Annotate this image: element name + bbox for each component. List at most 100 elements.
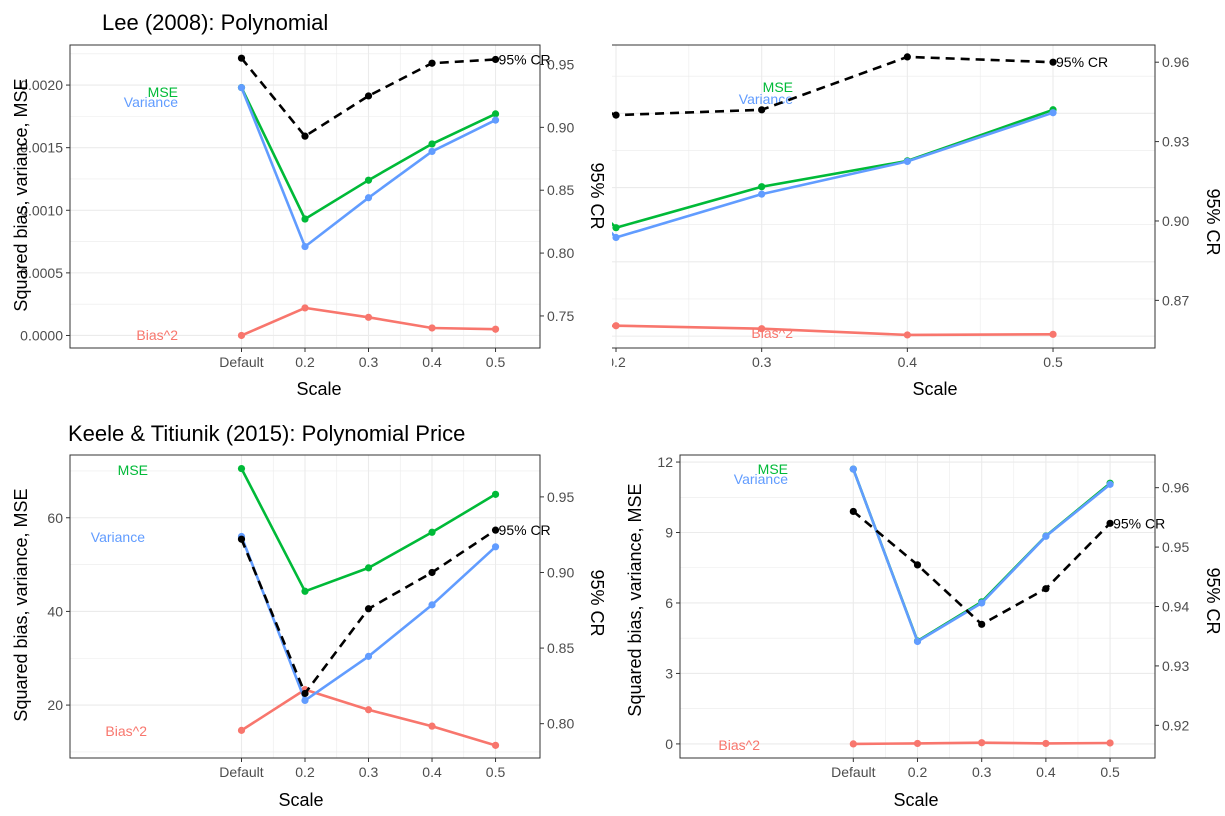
y-tick-label: 0.0005 — [20, 265, 63, 281]
series-label: Variance — [91, 529, 145, 545]
y2-tick-label: 0.85 — [547, 182, 574, 198]
series-label: Bias^2 — [136, 327, 178, 343]
series-point — [1042, 739, 1050, 748]
plot-group: 0 3 6 9 12 Default 0.2 0.3 0.4 0.5 0.92 0.93 0.94 0.9… — [72, 421, 1223, 810]
x-tick-label: Default — [831, 764, 875, 780]
x-tick-label: 0.4 — [422, 354, 442, 370]
series-point — [1106, 739, 1114, 747]
series-point — [612, 322, 620, 330]
series-point — [491, 543, 500, 551]
x-axis-label: Scale — [278, 790, 323, 810]
series-point — [301, 242, 309, 251]
chart-svg-1: 0.0000 0.0005 0.0010 0.0015 0.0020 Default 0.2… — [11, 10, 607, 399]
series-point — [978, 739, 986, 747]
chart-svg-4: 0 3 6 9 12 Default 0.2 0.3 0.4 0.5 0.92 0.93 0.94 0.9… — [72, 421, 1223, 810]
plot-border — [679, 454, 1156, 759]
series-point — [428, 722, 436, 730]
y-tick-label: 3 — [665, 665, 673, 681]
series-point — [237, 54, 246, 62]
series-point — [491, 110, 500, 118]
series-point — [301, 689, 309, 698]
y2-tick-label: 0.92 — [1162, 717, 1189, 733]
series-point — [978, 620, 986, 628]
series-point — [364, 92, 373, 100]
chart-title: Keele & Titiunik (2015): Polynomial Pric… — [68, 421, 465, 446]
series-point — [1106, 480, 1114, 488]
y-tick-label: 0.0020 — [20, 77, 63, 93]
series-point — [849, 740, 857, 748]
y-tick-label: 0.0000 — [20, 327, 63, 343]
y2-axis-label: 95% CR — [587, 569, 607, 636]
series-point — [913, 637, 922, 646]
y2-tick-label: 0.96 — [1162, 480, 1189, 496]
x-tick-label: 0.4 — [422, 764, 442, 780]
series-point — [1042, 585, 1050, 593]
plot-group: 0.00000.00250.00500.0075Default0.20.30.4… — [11, 10, 1223, 399]
y2-tick-label: 0.90 — [1162, 213, 1189, 229]
series-point — [903, 53, 911, 61]
series-point — [428, 601, 436, 609]
y2-tick-label: 0.75 — [547, 308, 574, 324]
series-label: 95% CR — [1056, 54, 1108, 70]
series-point — [913, 739, 922, 748]
series-label: Variance — [734, 471, 788, 487]
series-point — [1049, 109, 1057, 117]
y-tick-label: 6 — [665, 595, 673, 611]
series-point — [364, 605, 373, 613]
series-point — [491, 116, 500, 124]
series-point — [301, 696, 309, 704]
series-point — [491, 526, 500, 534]
series-point — [913, 561, 922, 569]
series-label: 95% CR — [499, 522, 551, 538]
series-point — [758, 106, 766, 114]
y2-tick-label: 0.95 — [547, 489, 574, 505]
series-point — [1106, 519, 1114, 527]
series-point — [428, 324, 436, 332]
y-tick-label: 12 — [657, 454, 673, 470]
series-point — [491, 490, 500, 498]
series-point — [364, 564, 373, 572]
x-tick-label: 0.3 — [752, 354, 772, 370]
x-tick-label: 0.5 — [1100, 764, 1120, 780]
series-point — [758, 183, 766, 191]
series-point — [301, 132, 309, 140]
x-tick-label: 0.2 — [612, 354, 626, 370]
series-label: Bias^2 — [751, 325, 793, 341]
series-point — [491, 55, 500, 64]
series-label: 95% CR — [1113, 515, 1165, 531]
chart-panel-4: 0 3 6 9 12 Default 0.2 0.3 0.4 0.5 0.92 0.93 0.94 0.9… — [72, 405, 1225, 811]
series-point — [237, 535, 246, 543]
series-point — [1049, 58, 1057, 66]
x-tick-label: 0.5 — [486, 354, 506, 370]
y2-axis-label: 95% CR — [587, 162, 607, 229]
y2-tick-label: 0.90 — [547, 119, 574, 135]
series-point — [758, 190, 766, 198]
series-point — [364, 194, 373, 202]
y2-axis-label: 95% CR — [1203, 567, 1223, 634]
series-point — [849, 507, 857, 516]
x-tick-label: 0.3 — [359, 764, 379, 780]
x-axis-label: Scale — [912, 379, 957, 399]
chart-svg-2: 0.00000.00250.00500.0075Default0.20.30.4… — [11, 10, 1223, 399]
series-label: Bias^2 — [105, 723, 147, 739]
series-label: MSE — [758, 461, 788, 477]
y2-tick-label: 0.80 — [547, 716, 574, 732]
x-tick-label: 0.3 — [972, 764, 992, 780]
y-axis-label: Squared bias, variance, MSE — [11, 78, 31, 311]
series-point — [612, 111, 620, 119]
series-point — [428, 59, 436, 67]
x-axis-label: Scale — [893, 790, 938, 810]
x-tick-label: 0.4 — [898, 354, 918, 370]
y2-tick-label: 0.93 — [1162, 658, 1189, 674]
y2-tick-label: 0.95 — [1162, 539, 1189, 555]
y2-tick-label: 0.96 — [1162, 54, 1189, 70]
series-label: 95% CR — [499, 51, 551, 67]
series-label: Variance — [124, 94, 178, 110]
series-point — [849, 465, 857, 473]
y2-tick-label: 0.80 — [547, 245, 574, 261]
x-tick-label: 0.2 — [295, 764, 315, 780]
x-tick-label: 0.4 — [1036, 764, 1056, 780]
series-point — [612, 233, 620, 242]
series-point — [903, 331, 911, 339]
y-tick-label: 0 — [665, 736, 673, 752]
